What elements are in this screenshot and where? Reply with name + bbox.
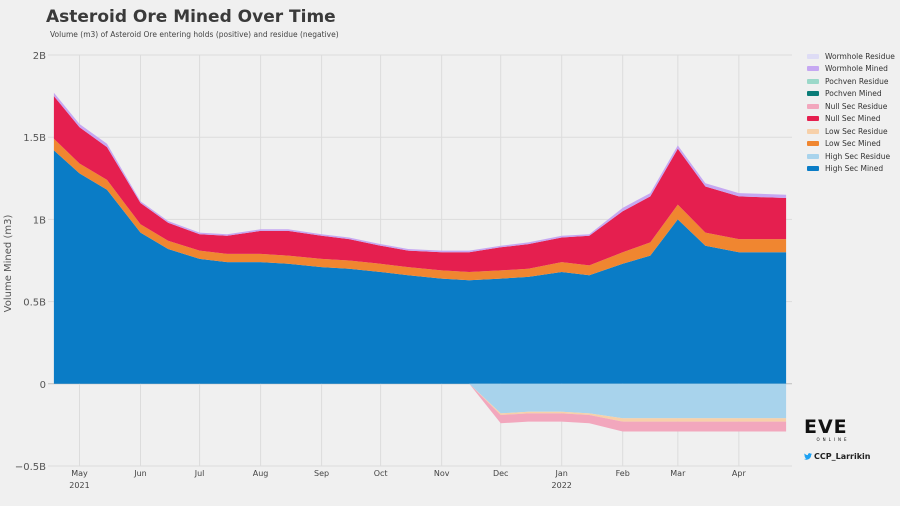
legend-item-high-sec-residue: High Sec Residue	[807, 150, 895, 163]
legend-item-low-sec-residue: Low Sec Residue	[807, 125, 895, 138]
y-tick-label: 1B	[33, 215, 46, 226]
eve-online-logo: EVE ONLINE	[804, 416, 862, 443]
legend-label: Null Sec Mined	[825, 114, 881, 124]
logo-wordmark: EVE	[804, 416, 848, 438]
area-null-sec-mined	[53, 96, 787, 272]
legend-item-wormhole-mined: Wormhole Mined	[807, 63, 895, 76]
area-high-sec-residue	[53, 383, 787, 419]
chart-legend: Wormhole Residue Wormhole Mined Pochven Re…	[807, 50, 895, 175]
x-tick-label: Dec	[493, 469, 508, 478]
legend-label: High Sec Residue	[825, 151, 891, 161]
x-tick-year-label: 2021	[69, 481, 89, 490]
area-high-sec-mined	[53, 150, 787, 384]
legend-item-null-sec-mined: Null Sec Mined	[807, 113, 895, 126]
legend-label: Low Sec Residue	[825, 126, 888, 136]
legend-item-high-sec-mined: High Sec Mined	[807, 163, 895, 176]
legend-swatch	[807, 128, 819, 134]
legend-label: Pochven Residue	[825, 76, 889, 86]
y-tick-label: 1.5B	[23, 133, 46, 144]
twitter-handle: CCP_Larrikin	[814, 452, 871, 461]
x-tick-label: Oct	[374, 469, 388, 478]
legend-swatch	[807, 141, 819, 147]
x-tick-label: Feb	[616, 469, 630, 478]
x-tick-label: Nov	[434, 469, 450, 478]
twitter-credit: CCP_Larrikin	[804, 452, 871, 461]
legend-item-null-sec-residue: Null Sec Residue	[807, 100, 895, 113]
legend-swatch	[807, 78, 819, 84]
legend-item-pochven-mined: Pochven Mined	[807, 88, 895, 101]
legend-swatch	[807, 66, 819, 72]
x-tick-label: Jun	[133, 469, 147, 478]
legend-item-low-sec-mined: Low Sec Mined	[807, 138, 895, 151]
y-tick-label: −0.5B	[15, 462, 46, 473]
legend-swatch	[807, 153, 819, 159]
y-tick-label: 0.5B	[23, 298, 46, 309]
legend-label: Null Sec Residue	[825, 101, 888, 111]
legend-item-pochven-residue: Pochven Residue	[807, 75, 895, 88]
x-tick-label: Aug	[253, 469, 269, 478]
x-tick-label: Jul	[194, 469, 205, 478]
logo-subtext: ONLINE	[816, 437, 850, 442]
y-axis-label: Volume Mined (m3)	[3, 215, 14, 313]
y-tick-label: 2B	[33, 51, 46, 62]
twitter-bird-icon	[804, 453, 812, 460]
area-null-sec-residue	[53, 383, 787, 432]
legend-swatch	[807, 53, 819, 59]
x-tick-label: Mar	[670, 469, 686, 478]
x-tick-label: Apr	[732, 469, 747, 478]
chart-subtitle: Volume (m3) of Asteroid Ore entering hol…	[50, 30, 339, 39]
x-tick-label: Sep	[314, 469, 329, 478]
x-tick-label: May	[71, 469, 88, 478]
legend-label: Wormhole Mined	[825, 64, 888, 74]
legend-label: Low Sec Mined	[825, 139, 881, 149]
x-tick-label: Jan	[555, 469, 568, 478]
legend-swatch	[807, 166, 819, 172]
legend-swatch	[807, 116, 819, 122]
x-tick-year-label: 2022	[552, 481, 572, 490]
legend-label: High Sec Mined	[825, 164, 884, 174]
chart-title: Asteroid Ore Mined Over Time	[46, 7, 336, 27]
legend-swatch	[807, 91, 819, 97]
legend-label: Wormhole Residue	[825, 51, 895, 61]
y-tick-label: 0	[40, 380, 46, 391]
legend-swatch	[807, 103, 819, 109]
legend-label: Pochven Mined	[825, 89, 882, 99]
legend-item-wormhole-residue: Wormhole Residue	[807, 50, 895, 63]
